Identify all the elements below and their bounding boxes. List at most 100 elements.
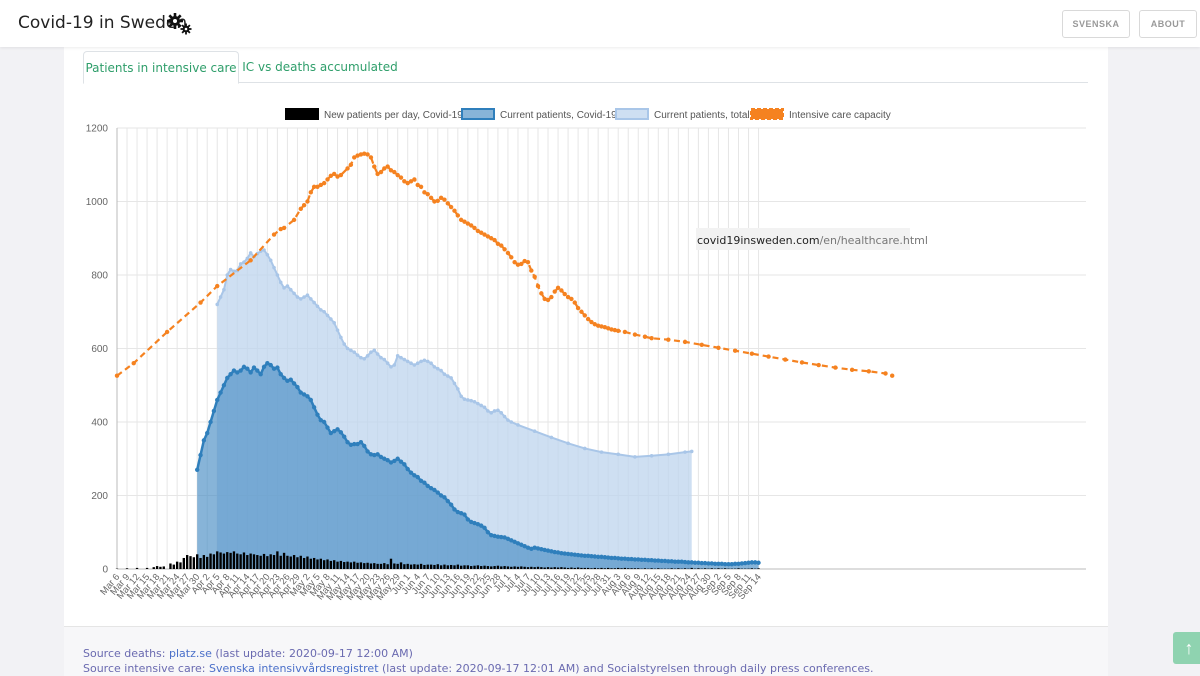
new-patients-bar — [634, 568, 636, 569]
total-point — [443, 372, 447, 376]
new-patients-bar — [604, 568, 606, 569]
covid-point — [228, 372, 232, 376]
total-point — [222, 288, 226, 292]
scroll-top-button[interactable]: ↑ — [1173, 632, 1200, 664]
new-patients-bar — [229, 553, 231, 569]
source-deaths-update: (last update: 2020-09-17 12:00 AM) — [212, 647, 413, 660]
covid-point — [339, 430, 343, 434]
capacity-point — [446, 201, 450, 205]
total-point — [229, 268, 233, 272]
new-patients-bar — [390, 559, 392, 569]
legend-label: Current patients, total — [654, 110, 750, 121]
new-patients-bar — [557, 568, 559, 569]
legend-label: Intensive care capacity — [789, 110, 891, 121]
site-title[interactable]: Covid-19 in Sweden — [18, 13, 187, 33]
new-patients-bar — [163, 566, 165, 569]
new-patients-bar — [724, 568, 726, 569]
capacity-point — [649, 336, 653, 340]
new-patients-bar — [206, 557, 208, 569]
capacity-point — [302, 203, 306, 207]
capacity-point — [509, 255, 513, 259]
new-patients-bar — [697, 568, 699, 569]
total-point — [316, 304, 320, 308]
total-point — [439, 369, 443, 373]
covid-point — [215, 398, 219, 402]
capacity-point — [339, 173, 343, 177]
svenska-button[interactable]: SVENSKA — [1062, 10, 1130, 38]
capacity-point — [472, 226, 476, 230]
new-patients-bar — [440, 565, 442, 569]
capacity-point — [442, 197, 446, 201]
new-patients-bar — [547, 567, 549, 569]
siri-link[interactable]: Svenska intensivvårdsregistret — [209, 662, 379, 675]
covid-point — [442, 495, 446, 499]
total-point — [312, 301, 316, 305]
new-patients-bar — [169, 563, 171, 569]
total-point — [566, 442, 570, 446]
new-patients-bar — [196, 554, 198, 569]
covid-point — [248, 370, 252, 374]
new-patients-bar — [453, 565, 455, 569]
new-patients-bar — [216, 551, 218, 569]
total-point — [406, 360, 410, 364]
new-patients-bar — [520, 566, 522, 569]
capacity-point — [499, 243, 503, 247]
total-point — [362, 357, 366, 361]
total-point — [346, 347, 350, 351]
total-point — [279, 281, 283, 285]
total-point — [266, 253, 270, 257]
legend-label: Current patients, Covid-19 — [500, 110, 617, 121]
new-patients-bar — [500, 566, 502, 569]
total-point — [225, 273, 229, 277]
total-point — [329, 317, 333, 321]
capacity-point — [623, 330, 627, 334]
tab-patients-intensive-care[interactable]: Patients in intensive care — [83, 51, 239, 84]
new-patients-bar — [493, 566, 495, 569]
capacity-point — [322, 181, 326, 185]
capacity-point — [345, 166, 349, 170]
new-patients-bar — [704, 568, 706, 569]
new-patients-bar — [156, 566, 158, 569]
capacity-point — [800, 360, 804, 364]
capacity-point — [299, 207, 303, 211]
total-point — [483, 406, 487, 410]
new-patients-bar — [617, 568, 619, 569]
new-patients-bar — [644, 568, 646, 569]
total-point — [509, 420, 513, 424]
total-point — [503, 415, 507, 419]
tab-ic-vs-deaths[interactable]: IC vs deaths accumulated — [240, 51, 400, 82]
new-patients-bar — [580, 568, 582, 569]
covid-point — [486, 530, 490, 534]
total-point — [359, 356, 363, 360]
new-patients-bar — [320, 559, 322, 569]
covid-point — [282, 376, 286, 380]
platz-link[interactable]: platz.se — [169, 647, 212, 660]
new-patients-bar — [199, 558, 201, 569]
total-point — [600, 450, 604, 454]
new-patients-bar — [523, 567, 525, 569]
y-tick-label: 400 — [91, 418, 108, 429]
total-point — [456, 387, 460, 391]
total-point — [499, 411, 503, 415]
total-point — [667, 453, 671, 457]
new-patients-bar — [483, 566, 485, 569]
covid-point — [416, 475, 420, 479]
about-button[interactable]: ABOUT — [1139, 10, 1197, 38]
new-patients-bar — [239, 554, 241, 569]
capacity-point — [349, 163, 353, 167]
new-patients-bar — [173, 565, 175, 569]
new-patients-bar — [503, 566, 505, 569]
capacity-point — [365, 152, 369, 156]
total-point — [690, 450, 694, 454]
new-patients-bar — [590, 568, 592, 569]
total-point — [633, 455, 637, 459]
covid-point — [262, 365, 266, 369]
new-patients-bar — [630, 568, 632, 569]
total-point — [386, 361, 390, 365]
covid-point — [269, 363, 273, 367]
new-patients-bar — [497, 566, 499, 569]
new-patients-bar — [403, 564, 405, 569]
capacity-point — [419, 185, 423, 189]
capacity-point — [816, 363, 820, 367]
new-patients-bar — [540, 567, 542, 569]
